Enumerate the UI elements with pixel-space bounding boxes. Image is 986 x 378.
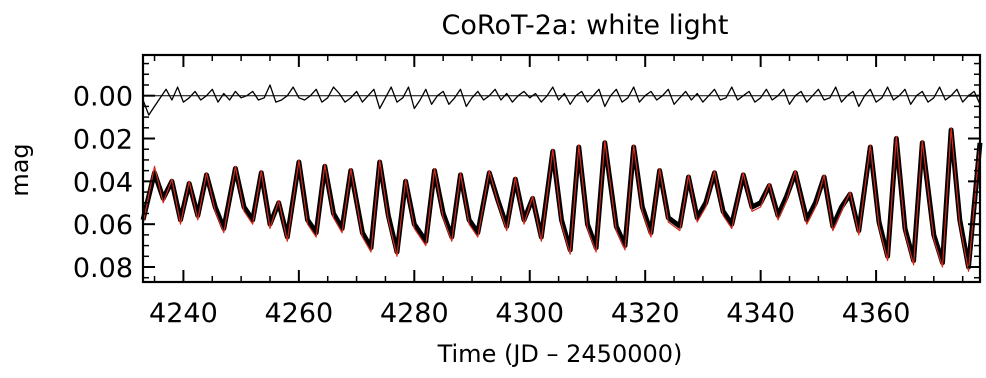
x-tick-label: 4320 [611,298,680,329]
y-tick-label: 0.00 [73,82,133,113]
y-tick-label: 0.06 [73,210,133,241]
y-tick-label: 0.04 [73,167,133,198]
x-axis-label: Time (JD – 2450000) [437,340,683,368]
residual-layer [143,85,980,115]
y-axis-label: mag [6,143,34,196]
series-layer [143,128,980,271]
series-line-0 [143,130,980,267]
chart-title: CoRoT-2a: white light [442,10,729,41]
x-tick-label: 4360 [842,298,911,329]
x-tick-label: 4340 [726,298,795,329]
x-tick-label: 4240 [149,298,218,329]
series-line-2 [143,85,980,115]
x-tick-label: 4260 [264,298,333,329]
y-tick-label: 0.02 [73,125,133,156]
x-tick-label: 4280 [380,298,449,329]
x-tick-label: 4300 [495,298,564,329]
y-tick-label: 0.08 [73,253,133,284]
series-line-1 [143,128,980,271]
